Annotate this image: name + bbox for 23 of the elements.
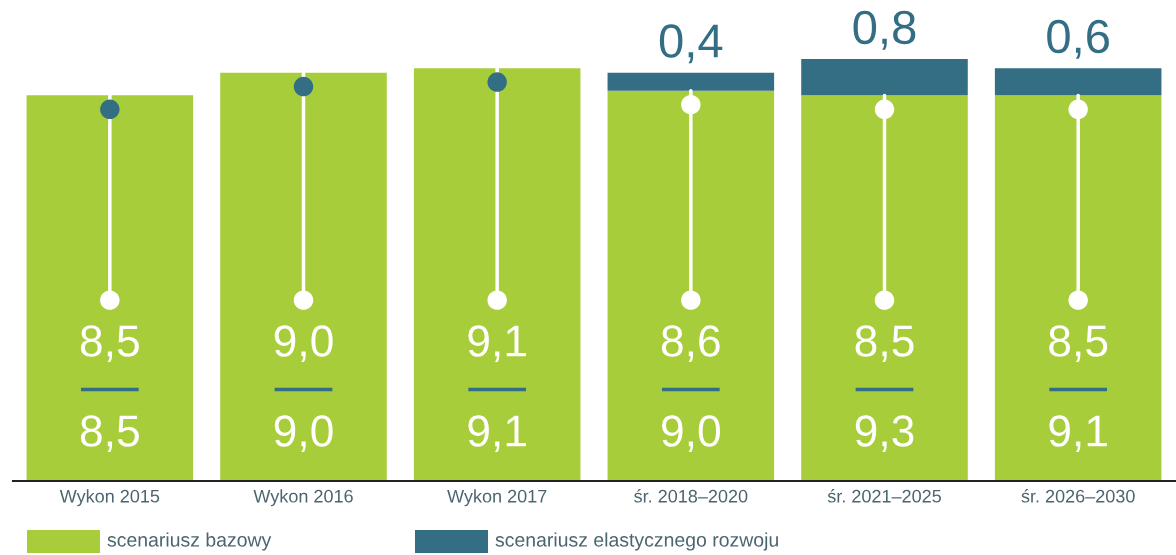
total-label: 9,1 (1049, 415, 1107, 452)
x-tick-label: śr. 2026–2030 (1021, 489, 1135, 503)
x-tick-label: śr. 2018–2020 (634, 489, 748, 503)
total-label: 8,5 (80, 325, 139, 363)
total-label: 9,0 (662, 415, 720, 452)
data-label: 0,4 (659, 24, 723, 64)
data-label: 8,5 (855, 325, 914, 363)
x-tick-label: Wykon 2016 (253, 489, 353, 507)
total-label: 9,0 (274, 325, 333, 363)
data-label: 0,8 (853, 10, 916, 50)
total-label: 9,3 (855, 415, 914, 452)
x-tick-label: Wykon 2017 (447, 489, 547, 507)
x-tick-label: Wykon 2015 (59, 489, 160, 507)
data-label: 0,6 (1047, 19, 1109, 59)
data-label: 9,0 (274, 415, 333, 452)
x-tick-label: śr. 2021–2025 (827, 489, 941, 503)
legend-label: scenariusz elastycznego rozwoju (495, 532, 778, 551)
total-label: 9,1 (468, 325, 526, 363)
data-label: 8,6 (661, 325, 720, 363)
legend-label: scenariusz bazowy (107, 532, 272, 551)
data-label: 9,1 (468, 415, 526, 452)
data-label: 8,5 (80, 415, 139, 452)
data-label: 8,5 (1049, 325, 1108, 363)
